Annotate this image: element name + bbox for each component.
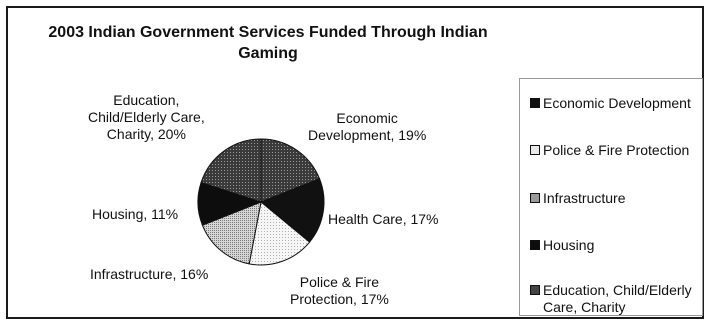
chart-title-line-1: 2003 Indian Government Services Funded T… bbox=[48, 24, 488, 41]
chart-legend: Economic Development Police & Fire Prote… bbox=[519, 78, 703, 316]
legend-item-education-charity: Education, Child/Elderly Care, Charity bbox=[530, 282, 703, 316]
pie-slice-education-child-elderly-care-charity bbox=[200, 138, 262, 203]
legend-item-economic-development: Economic Development bbox=[530, 95, 703, 112]
legend-swatch bbox=[530, 285, 540, 295]
pie-chart bbox=[197, 138, 325, 266]
chart-title: 2003 Indian Government Services Funded T… bbox=[8, 22, 528, 64]
label-housing: Housing, 11% bbox=[92, 206, 179, 222]
label-economic-development: Economic Development, 19% bbox=[308, 110, 427, 143]
pie-slice-infrastructure bbox=[201, 201, 262, 265]
label-police-fire-protection: Police & Fire Protection, 17% bbox=[290, 274, 389, 307]
chart-frame: 2003 Indian Government Services Funded T… bbox=[6, 6, 704, 319]
pie-slice-health-care bbox=[260, 178, 325, 243]
label-education-charity: Education, Child/Elderly Care, Charity, … bbox=[88, 92, 205, 142]
legend-swatch bbox=[530, 145, 540, 155]
legend-item-police-fire-protection: Police & Fire Protection bbox=[530, 142, 703, 159]
legend-item-infrastructure: Infrastructure bbox=[530, 190, 703, 207]
pie-slice-police-fire-protection bbox=[248, 201, 311, 266]
chart-title-line-2: Gaming bbox=[238, 45, 298, 62]
label-infrastructure: Infrastructure, 16% bbox=[90, 266, 209, 282]
label-health-care: Health Care, 17% bbox=[328, 211, 439, 227]
legend-swatch bbox=[530, 193, 540, 203]
legend-item-housing: Housing bbox=[530, 237, 703, 254]
legend-swatch bbox=[530, 240, 540, 250]
legend-swatch bbox=[530, 98, 540, 108]
pie-slice-economic-development bbox=[260, 138, 321, 203]
